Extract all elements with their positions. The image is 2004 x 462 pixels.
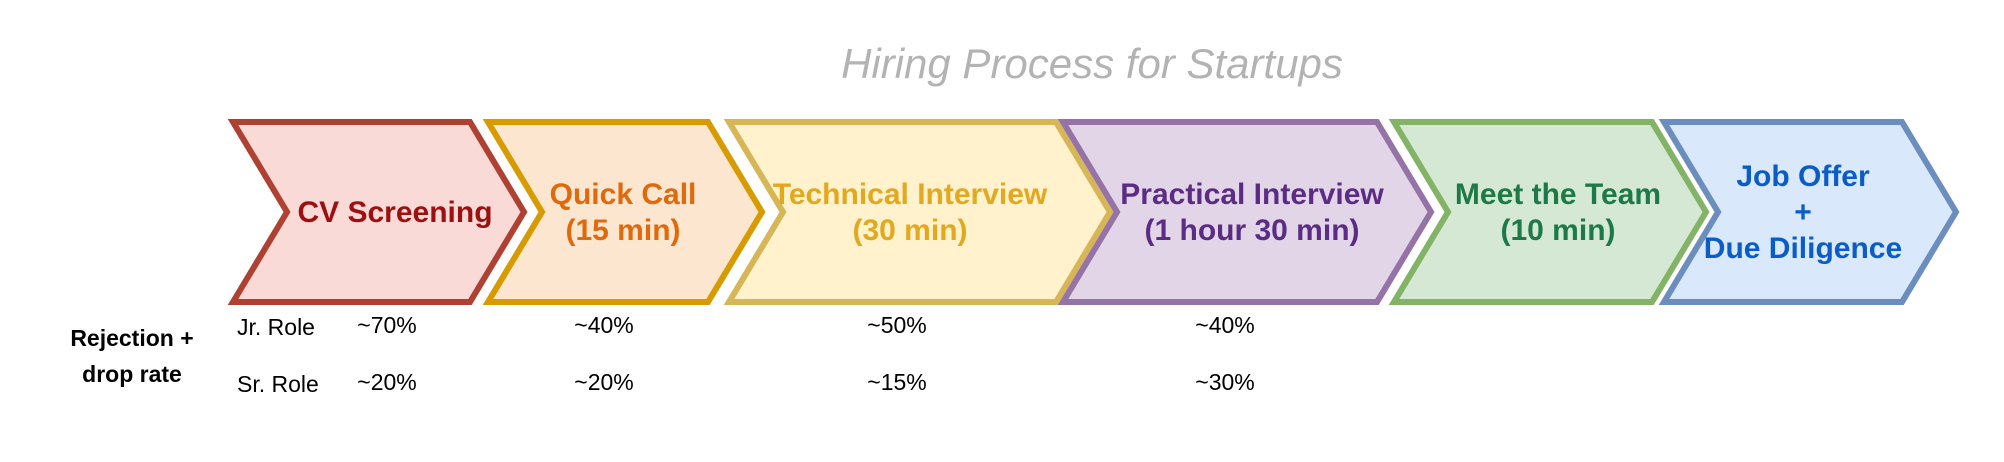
stage-label-line: Technical Interview xyxy=(773,178,1048,211)
stage-label-line: (10 min) xyxy=(1500,214,1615,247)
stage-label-line: (15 min) xyxy=(565,214,680,247)
role-name: Jr. Role xyxy=(237,314,315,340)
rejection-label-line: Rejection + xyxy=(70,325,193,351)
stage-label-line: Meet the Team xyxy=(1455,178,1661,211)
rate-value: ~15% xyxy=(867,369,926,395)
stage-chevron xyxy=(1388,119,1710,305)
stage-chevron xyxy=(723,119,1114,305)
stage-5: Meet the Team(10 min) xyxy=(1388,119,1710,305)
diagram-title: Hiring Process for Startups xyxy=(841,40,1343,87)
stage-label-line: Practical Interview xyxy=(1120,178,1384,211)
stage-chevron xyxy=(227,119,528,305)
role-name: Sr. Role xyxy=(237,371,319,397)
stage-label-line: (1 hour 30 min) xyxy=(1144,214,1359,247)
stage-1: CV Screening xyxy=(227,119,528,305)
stage-chevron xyxy=(1658,119,1960,305)
stage-label-line: CV Screening xyxy=(297,196,492,229)
stage-label-line: (30 min) xyxy=(852,214,967,247)
rate-value: ~40% xyxy=(574,312,633,338)
stage-4: Practical Interview(1 hour 30 min) xyxy=(1057,119,1435,305)
rejection-table: Rejection + drop rate Jr. Role ~70% ~40% ~50%… xyxy=(70,312,1254,397)
stage-3: Technical Interview(30 min) xyxy=(723,119,1114,305)
stage-chevron xyxy=(482,119,766,305)
stage-2: Quick Call(15 min) xyxy=(482,119,766,305)
stage-chevron xyxy=(1057,119,1435,305)
stage-label-line: + xyxy=(1794,196,1812,229)
rejection-label-line: drop rate xyxy=(82,361,182,387)
stage-label-line: Due Diligence xyxy=(1704,232,1902,265)
rate-value: ~20% xyxy=(574,369,633,395)
rate-value: ~70% xyxy=(357,312,416,338)
rate-value: ~20% xyxy=(357,369,416,395)
rate-value: ~30% xyxy=(1195,369,1254,395)
rate-value: ~40% xyxy=(1195,312,1254,338)
stage-6: Job Offer+Due Diligence xyxy=(1658,119,1960,305)
stage-label-line: Quick Call xyxy=(550,178,697,211)
stage-label-line: Job Offer xyxy=(1736,160,1870,193)
rate-value: ~50% xyxy=(867,312,926,338)
